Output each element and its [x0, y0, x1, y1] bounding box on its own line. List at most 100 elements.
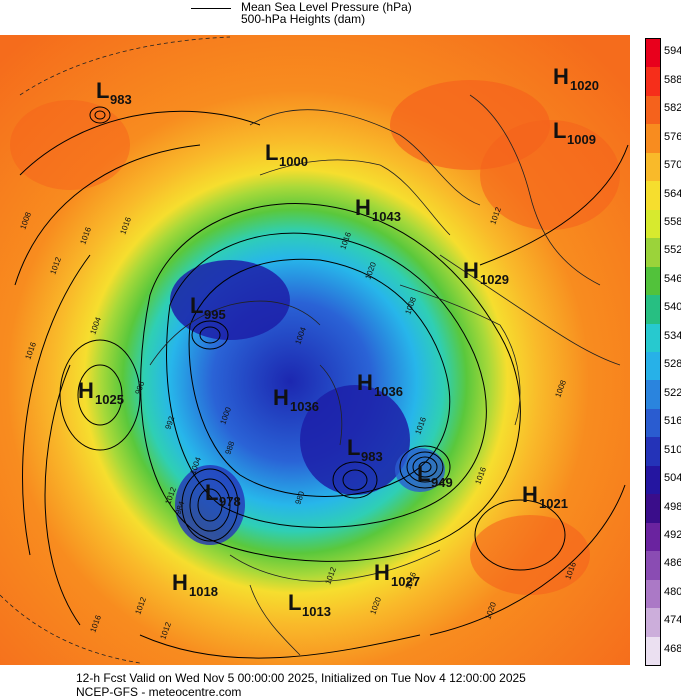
low-heights-center: [300, 385, 410, 495]
isobar: [412, 456, 438, 478]
colorbar-tick-label: 528: [664, 358, 681, 371]
colorbar-swatch: [646, 209, 660, 239]
pressure-value: 983: [110, 92, 132, 107]
isobar: [139, 634, 421, 659]
colorbar-swatch: [646, 95, 660, 125]
isobar: [59, 339, 141, 451]
colorbar-swatch: [646, 266, 660, 296]
pressure-value: 1013: [302, 604, 331, 619]
coastline: [149, 300, 321, 366]
isobar: [406, 451, 444, 483]
low-pressure-marker: L: [347, 435, 360, 460]
colorbar-swatch: [646, 465, 660, 495]
colorbar-tick-label: 492: [664, 528, 681, 541]
coastline: [229, 549, 441, 582]
isobar-label: 980: [293, 490, 306, 506]
high-pressure-marker: H: [78, 378, 94, 403]
pressure-value: 1036: [374, 384, 403, 399]
colorbar-swatch: [646, 124, 660, 154]
colorbar-tick-label: 516: [664, 415, 681, 428]
colorbar-swatch: [646, 380, 660, 410]
high-pressure-marker: H: [374, 560, 390, 585]
colorbar-tick-label: 564: [664, 187, 681, 200]
isobar-label: 992: [163, 415, 176, 431]
isobar: [14, 144, 201, 286]
pressure-value: 1000: [279, 154, 308, 169]
source-label: NCEP-GFS - meteocentre.com: [76, 685, 242, 699]
pressure-value: 1043: [372, 209, 401, 224]
pressure-value: 1029: [480, 272, 509, 287]
isobar: [479, 144, 629, 266]
isobar: [399, 445, 451, 489]
isobar: [199, 326, 221, 344]
low-pressure-marker: L: [96, 78, 109, 103]
colorbar-tick-label: 534: [664, 329, 681, 342]
low-pressure-marker: L: [553, 118, 566, 143]
colorbar-tick-label: 486: [664, 557, 681, 570]
isobar: [429, 484, 626, 636]
map-grid-circle: [0, 594, 141, 664]
colorbar-swatch: [646, 579, 660, 609]
colorbar-swatch: [646, 437, 660, 467]
pressure-value: 978: [219, 494, 241, 509]
isobar: [22, 254, 91, 556]
colorbar-tick-label: 468: [664, 642, 681, 655]
high-pressure-marker: H: [522, 482, 538, 507]
low-pressure-marker: L: [205, 480, 218, 505]
high-pressure-marker: H: [273, 385, 289, 410]
isobar: [89, 106, 111, 124]
legend-heights-label: 500-hPa Heights (dam): [241, 12, 366, 26]
isobar-label: 996: [133, 380, 146, 396]
high-heights-patch: [480, 120, 620, 230]
colorbar-tick-label: 504: [664, 472, 681, 485]
isobar: [77, 364, 123, 426]
isobar: [19, 110, 261, 176]
colorbar-tick-label: 558: [664, 215, 681, 228]
colorbar-tick-label: 522: [664, 386, 681, 399]
colorbar-swatch: [646, 636, 660, 666]
coastline: [399, 284, 521, 426]
colorbar-swatch: [646, 323, 660, 353]
height-colorbar: [645, 38, 661, 666]
pressure-value: 983: [361, 449, 383, 464]
isobar: [418, 461, 432, 473]
colorbar-swatch: [646, 522, 660, 552]
colorbar-swatch: [646, 39, 660, 68]
colorbar-tick-label: 594: [664, 45, 681, 58]
colorbar-tick-label: 570: [664, 159, 681, 172]
isobar: [166, 232, 487, 528]
low-heights-center: [175, 465, 245, 545]
colorbar-tick-label: 474: [664, 614, 681, 627]
colorbar-tick-label: 588: [664, 73, 681, 86]
low-heights-center: [170, 260, 290, 340]
high-heights-patch: [10, 100, 130, 190]
colorbar-swatch: [646, 608, 660, 638]
isobar: [94, 110, 106, 120]
pressure-value: 1025: [95, 392, 124, 407]
pressure-value: 1036: [290, 399, 319, 414]
low-pressure-marker: L: [288, 590, 301, 615]
low-pressure-marker: L: [417, 461, 430, 486]
colorbar-tick-label: 510: [664, 443, 681, 456]
coastlines: [0, 36, 621, 664]
legend-mslp-label: Mean Sea Level Pressure (hPa): [241, 0, 412, 14]
isobar: [342, 469, 368, 491]
high-pressure-marker: H: [463, 258, 479, 283]
colorbar-tick-label: 576: [664, 130, 681, 143]
isobar: [197, 488, 223, 522]
colorbar-swatch: [646, 408, 660, 438]
low-pressure-marker: L: [190, 293, 203, 318]
high-pressure-marker: H: [553, 64, 569, 89]
colorbar-swatch: [646, 238, 660, 268]
coastline: [319, 364, 343, 446]
colorbar-swatch: [646, 152, 660, 182]
isobar: [191, 320, 229, 350]
pressure-value: 1018: [189, 584, 218, 599]
coastline: [249, 109, 481, 206]
colorbar-swatch: [646, 494, 660, 524]
coastline: [469, 94, 601, 286]
high-pressure-marker: H: [355, 195, 371, 220]
valid-time-label: 12-h Fcst Valid on Wed Nov 5 00:00:00 20…: [76, 671, 526, 685]
colorbar-tick-label: 552: [664, 244, 681, 257]
